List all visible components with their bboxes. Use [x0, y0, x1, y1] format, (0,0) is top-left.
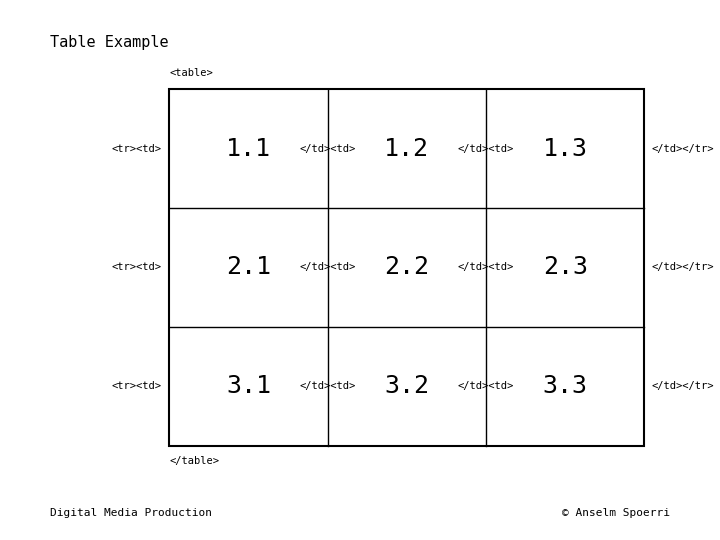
Text: 1.1: 1.1	[226, 137, 271, 160]
Text: <tr><td>: <tr><td>	[112, 262, 162, 272]
Bar	[169, 89, 644, 446]
Text: 1.2: 1.2	[384, 137, 429, 160]
Text: Digital Media Production: Digital Media Production	[50, 508, 212, 518]
Text: </td></tr>: </td></tr>	[652, 381, 714, 391]
Text: <tr><td>: <tr><td>	[112, 381, 162, 391]
Text: 3.1: 3.1	[226, 374, 271, 398]
Text: </table>: </table>	[169, 456, 219, 467]
Text: </td><td>: </td><td>	[458, 144, 514, 153]
Text: 3.2: 3.2	[384, 374, 429, 398]
Text: 2.1: 2.1	[226, 255, 271, 279]
Text: </td><td>: </td><td>	[458, 262, 514, 272]
Text: 2.2: 2.2	[384, 255, 429, 279]
Text: 3.3: 3.3	[543, 374, 588, 398]
Text: </td><td>: </td><td>	[300, 381, 356, 391]
Text: </td><td>: </td><td>	[458, 381, 514, 391]
Text: </td></tr>: </td></tr>	[652, 262, 714, 272]
Text: © Anselm Spoerri: © Anselm Spoerri	[562, 508, 670, 518]
Text: </td><td>: </td><td>	[300, 144, 356, 153]
Text: 2.3: 2.3	[543, 255, 588, 279]
Text: Table Example: Table Example	[50, 35, 169, 50]
Text: <table>: <table>	[169, 68, 213, 78]
Text: 1.3: 1.3	[543, 137, 588, 160]
Text: <tr><td>: <tr><td>	[112, 144, 162, 153]
Text: </td></tr>: </td></tr>	[652, 144, 714, 153]
Text: </td><td>: </td><td>	[300, 262, 356, 272]
